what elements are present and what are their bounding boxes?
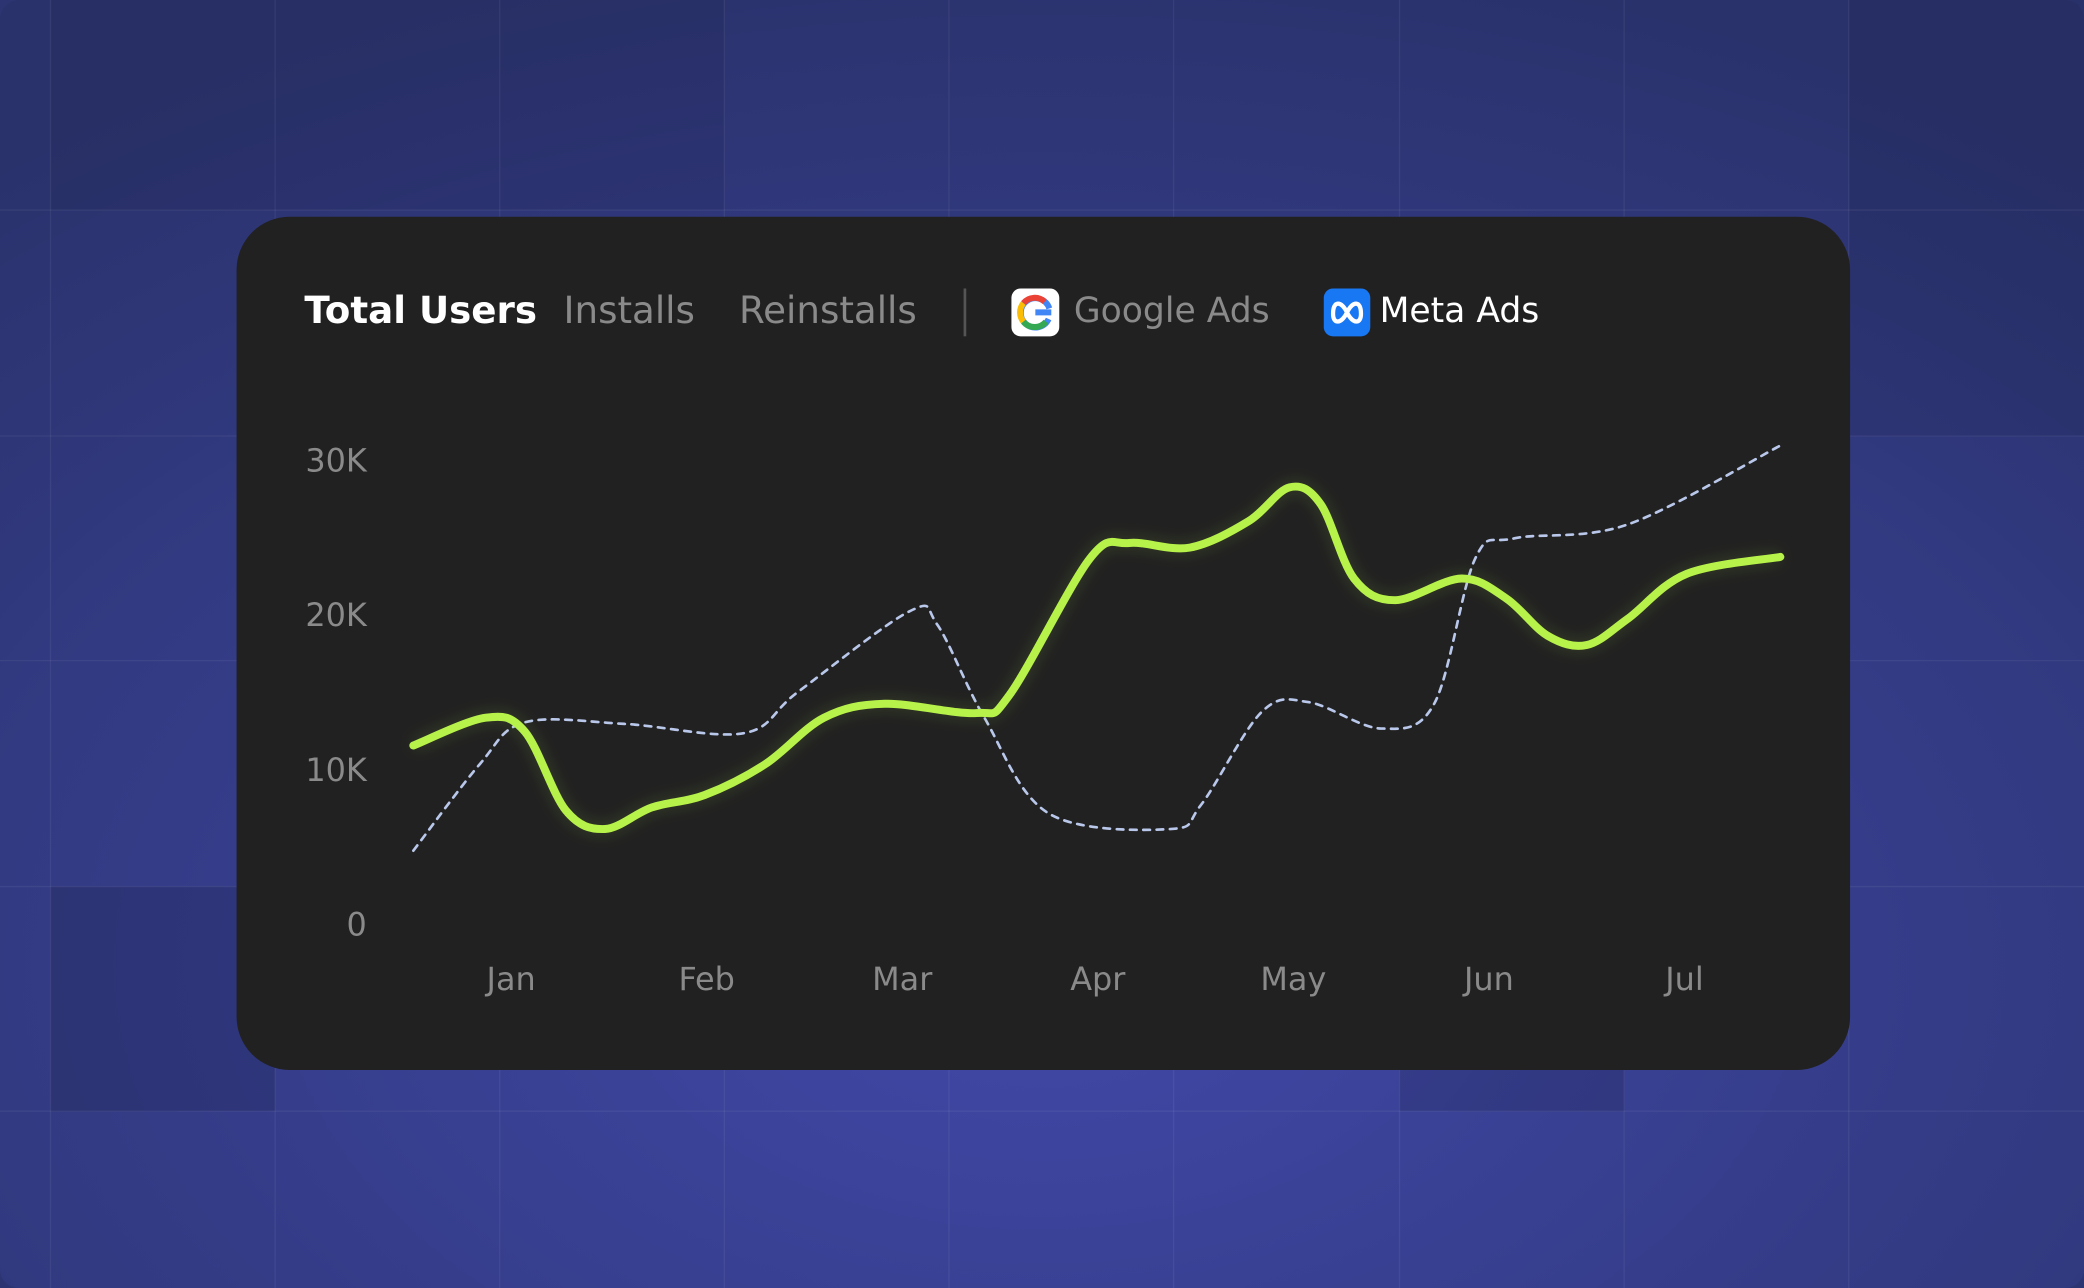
tab[interactable]: Installs <box>564 288 695 332</box>
x-tick-label: Jul <box>1663 960 1703 998</box>
x-tick-label: Feb <box>678 960 734 998</box>
x-tick-label: Apr <box>1070 960 1126 998</box>
meta-icon <box>1323 288 1371 337</box>
tab[interactable]: Total Users <box>304 288 537 332</box>
x-tick-label: May <box>1260 960 1326 998</box>
tab-bar: Total Users Installs Reinstalls Google A… <box>304 288 1540 337</box>
series-line <box>412 444 1782 852</box>
y-tick-label: 20K <box>305 596 368 634</box>
x-tick-label: Jun <box>1462 960 1514 998</box>
y-tick-label: 0 <box>347 905 367 943</box>
y-tick-label: 10K <box>305 751 368 789</box>
x-tick-label: Mar <box>872 960 933 998</box>
google-icon <box>1011 288 1060 337</box>
source-toggle[interactable]: Meta Ads <box>1380 291 1540 331</box>
source-toggle[interactable]: Google Ads <box>1074 291 1270 331</box>
tab[interactable]: Reinstalls <box>739 288 917 332</box>
series-line <box>409 482 1785 834</box>
plot: 0 10K 20K 30K Jan Feb Mar Apr May Jun Jul <box>305 442 1785 998</box>
y-tick-label: 30K <box>305 442 368 480</box>
x-tick-label: Jan <box>485 960 536 998</box>
